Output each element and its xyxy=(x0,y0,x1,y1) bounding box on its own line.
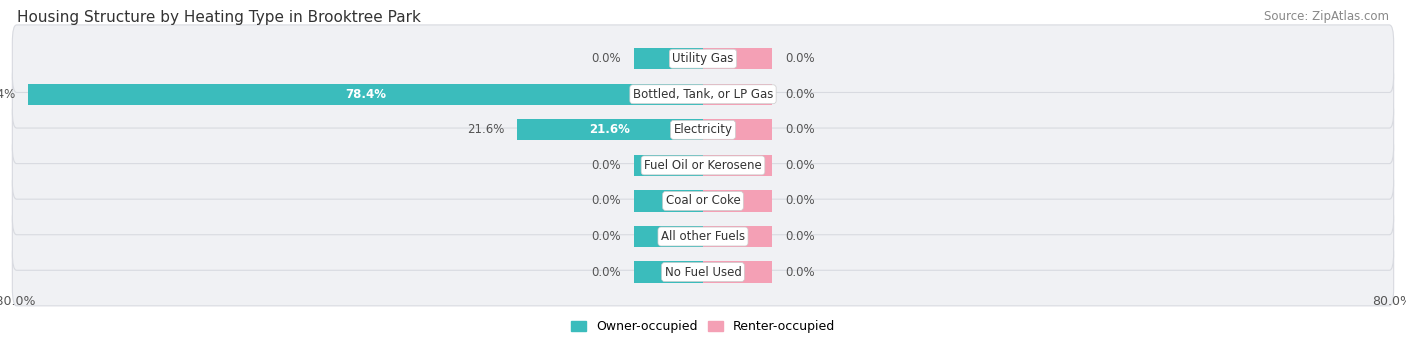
Text: 78.4%: 78.4% xyxy=(344,88,385,101)
Bar xyxy=(703,262,772,283)
Text: 78.4%: 78.4% xyxy=(0,88,15,101)
Text: 0.0%: 0.0% xyxy=(785,230,814,243)
FancyBboxPatch shape xyxy=(13,238,1393,306)
Bar xyxy=(517,119,703,140)
Text: No Fuel Used: No Fuel Used xyxy=(665,266,741,279)
Text: 0.0%: 0.0% xyxy=(785,52,814,65)
Bar xyxy=(634,155,703,176)
FancyBboxPatch shape xyxy=(13,167,1393,235)
Text: Bottled, Tank, or LP Gas: Bottled, Tank, or LP Gas xyxy=(633,88,773,101)
Bar xyxy=(703,226,772,247)
Text: Coal or Coke: Coal or Coke xyxy=(665,194,741,207)
Text: 0.0%: 0.0% xyxy=(592,230,621,243)
Text: 0.0%: 0.0% xyxy=(785,123,814,136)
Text: 0.0%: 0.0% xyxy=(785,88,814,101)
Text: 0.0%: 0.0% xyxy=(785,159,814,172)
FancyBboxPatch shape xyxy=(13,132,1393,199)
Bar xyxy=(703,190,772,212)
Bar xyxy=(634,190,703,212)
Bar xyxy=(634,48,703,69)
Text: Source: ZipAtlas.com: Source: ZipAtlas.com xyxy=(1264,10,1389,23)
Text: 0.0%: 0.0% xyxy=(592,194,621,207)
Text: 21.6%: 21.6% xyxy=(589,123,630,136)
Text: Fuel Oil or Kerosene: Fuel Oil or Kerosene xyxy=(644,159,762,172)
Text: Electricity: Electricity xyxy=(673,123,733,136)
Legend: Owner-occupied, Renter-occupied: Owner-occupied, Renter-occupied xyxy=(567,315,839,338)
FancyBboxPatch shape xyxy=(13,60,1393,128)
FancyBboxPatch shape xyxy=(13,25,1393,92)
Text: 0.0%: 0.0% xyxy=(592,159,621,172)
Bar xyxy=(703,155,772,176)
Bar xyxy=(703,119,772,140)
FancyBboxPatch shape xyxy=(13,96,1393,164)
FancyBboxPatch shape xyxy=(13,203,1393,270)
Bar xyxy=(703,84,772,105)
Text: 0.0%: 0.0% xyxy=(785,194,814,207)
Bar xyxy=(634,262,703,283)
Bar xyxy=(634,226,703,247)
Bar xyxy=(703,48,772,69)
Text: 0.0%: 0.0% xyxy=(592,266,621,279)
Text: 21.6%: 21.6% xyxy=(467,123,505,136)
Text: All other Fuels: All other Fuels xyxy=(661,230,745,243)
Bar xyxy=(28,84,703,105)
Text: 0.0%: 0.0% xyxy=(592,52,621,65)
Text: Housing Structure by Heating Type in Brooktree Park: Housing Structure by Heating Type in Bro… xyxy=(17,10,420,25)
Text: 0.0%: 0.0% xyxy=(785,266,814,279)
Text: Utility Gas: Utility Gas xyxy=(672,52,734,65)
